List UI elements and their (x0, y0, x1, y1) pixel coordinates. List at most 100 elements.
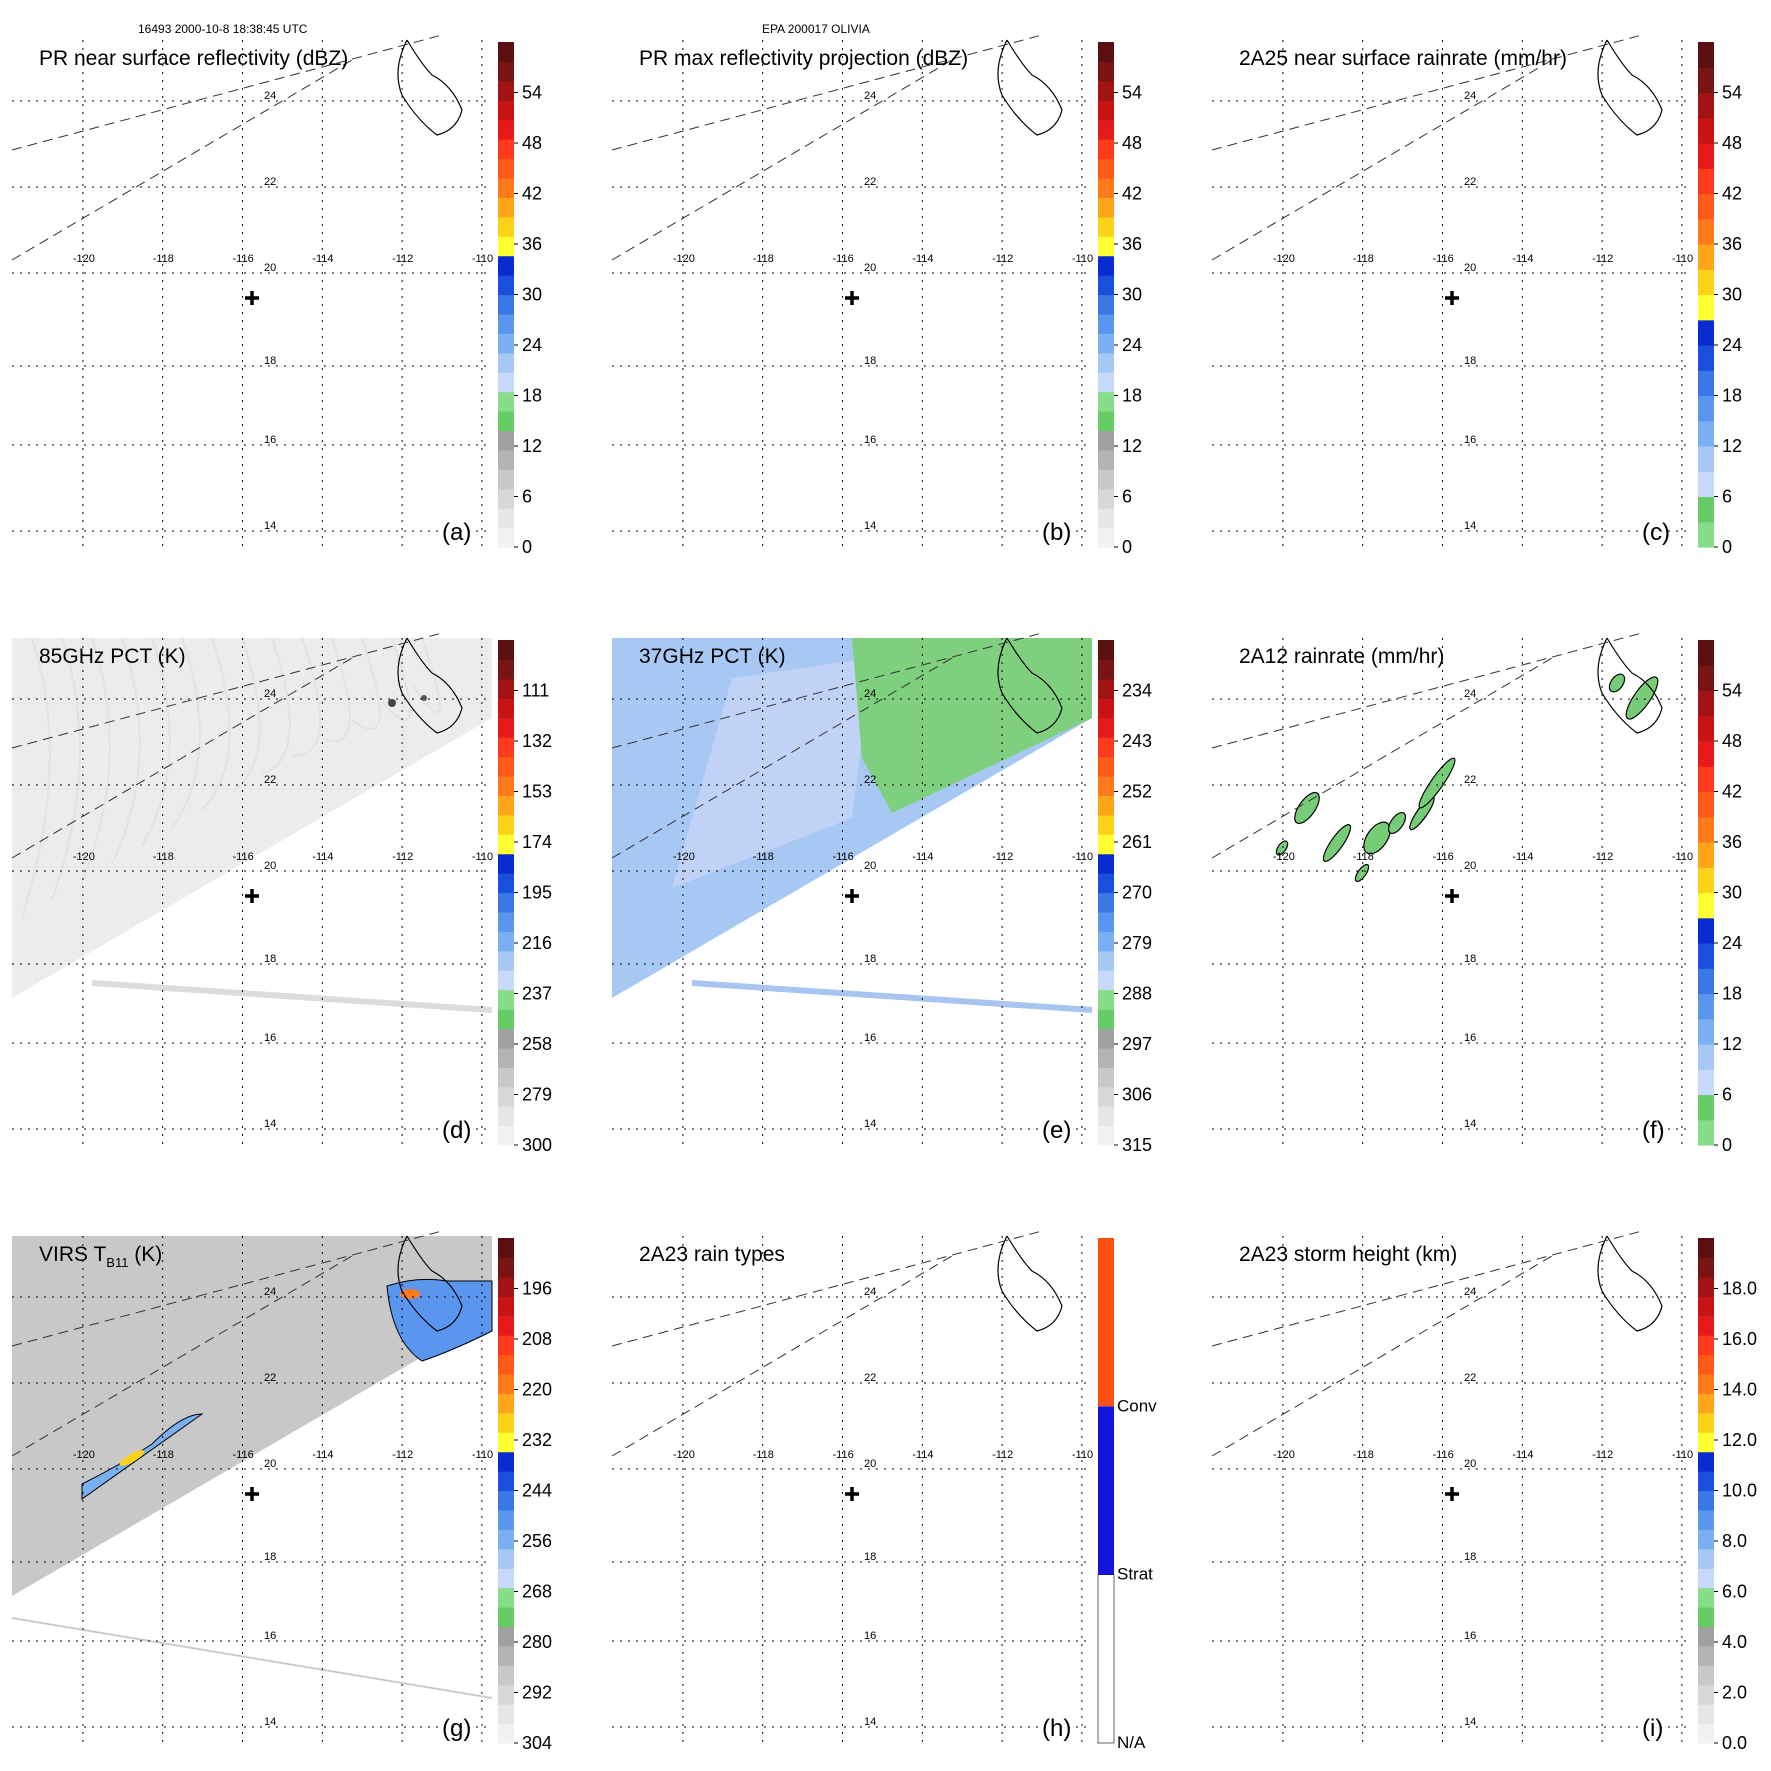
colorbar-label: 14.0 (1722, 1380, 1757, 1400)
colorbar-label: 36 (522, 234, 542, 254)
lat-label: 20 (264, 1458, 276, 1470)
colorbar-swatch (1698, 993, 1714, 1020)
colorbar-label: 300 (522, 1135, 552, 1155)
colorbar-swatch (1098, 469, 1114, 490)
lon-label: -118 (753, 851, 774, 863)
lon-label: -114 (1512, 253, 1533, 265)
swath-virs (12, 1236, 492, 1596)
coastline (997, 637, 1063, 734)
colorbar-swatch (1098, 275, 1114, 296)
colorbar-swatch (1698, 968, 1714, 995)
colorbar-swatch (1698, 791, 1714, 818)
colorbar-swatch (1098, 255, 1114, 276)
colorbar-swatch (498, 853, 514, 874)
swath-boundary (611, 59, 953, 261)
colorbar-swatch (1098, 950, 1114, 971)
scan-arc (21, 637, 51, 919)
colorbar-swatch (1098, 119, 1114, 140)
colorbar-swatch (1698, 943, 1714, 969)
lat-label: 24 (264, 1286, 276, 1298)
panel-title: 2A23 rain types (639, 1243, 785, 1266)
colorbar-swatch (498, 1432, 514, 1453)
scan-arc (321, 637, 351, 742)
colorbar-swatch (1098, 333, 1114, 354)
colorbar-swatch (498, 255, 514, 276)
colorbar-label: 12 (1722, 1034, 1742, 1054)
scan-arc (51, 637, 81, 901)
colorbar-swatch (1098, 911, 1114, 932)
colorbar-swatch (1698, 244, 1714, 270)
colorbar-swatch (1098, 1047, 1114, 1068)
colorbar-swatch (1098, 488, 1114, 509)
colorbar-label: 48 (1122, 133, 1142, 153)
colorbar-swatch (1098, 970, 1114, 991)
lon-label: -110 (472, 1449, 493, 1461)
lat-label: 24 (864, 90, 876, 102)
cold-pixel (421, 695, 427, 701)
lat-label: 20 (264, 860, 276, 872)
colorbar-label: 252 (1122, 782, 1152, 802)
colorbar-swatch (498, 488, 514, 509)
colorbar-swatch (498, 1393, 514, 1414)
lon-label: -112 (992, 253, 1013, 265)
lon-label: -116 (833, 1449, 854, 1461)
lon-label: -114 (312, 1449, 333, 1461)
colorbar-swatch (1698, 1684, 1714, 1705)
lon-label: -114 (312, 253, 333, 265)
colorbar-swatch (1098, 449, 1114, 470)
colorbar-swatch (1698, 715, 1714, 742)
colorbar-swatch (498, 1451, 514, 1472)
colorbar-label: 195 (522, 883, 552, 903)
swath-boundary (1211, 632, 1643, 749)
lon-label: -112 (392, 253, 413, 265)
colorbar-swatch (498, 775, 514, 796)
colorbar-swatch (1698, 1354, 1714, 1375)
lon-label: -110 (1672, 1449, 1693, 1461)
colorbar-swatch (1098, 1067, 1114, 1088)
colorbar-swatch (498, 1587, 514, 1608)
colorbar-label: 279 (1122, 933, 1152, 953)
panel-letter: (h) (1042, 1715, 1071, 1742)
colorbar-swatch (498, 158, 514, 179)
coastline (397, 1235, 463, 1332)
colorbar-swatch (1098, 411, 1114, 432)
colorbar-swatch (1698, 1665, 1714, 1686)
panel-title: PR near surface reflectivity (dBZ) (39, 47, 348, 70)
colorbar-label: 24 (1122, 335, 1142, 355)
cloud-cluster (386, 1278, 493, 1362)
rain-cell (1354, 863, 1370, 883)
colorbar-label: 48 (1722, 731, 1742, 751)
lat-label: 22 (1464, 1372, 1476, 1384)
colorbar-label: 18 (1122, 386, 1142, 406)
lon-label: -112 (1592, 851, 1613, 863)
scan-arc (141, 637, 171, 847)
colorbar-swatch (1698, 1432, 1714, 1453)
colorbar-label: 261 (1122, 832, 1152, 852)
swath-boundary (1211, 34, 1643, 151)
colorbar-swatch (1698, 1587, 1714, 1608)
colorbar-swatch (1698, 1315, 1714, 1336)
lat-label: 22 (264, 176, 276, 188)
lat-label: 16 (864, 1032, 876, 1044)
colorbar-swatch (498, 970, 514, 991)
colorbar-swatch (1698, 370, 1714, 397)
scan-arc (171, 637, 201, 829)
swath-pct85 (12, 638, 492, 998)
lat-label: 16 (1464, 434, 1476, 446)
colorbar-swatch (1098, 61, 1114, 82)
lon-label: -120 (673, 851, 695, 863)
colorbar-swatch (1098, 158, 1114, 179)
lat-label: 24 (864, 688, 876, 700)
colorbar-strat (1098, 1406, 1114, 1575)
colorbar-swatch (498, 1626, 514, 1647)
colorbar-label: 48 (1722, 133, 1742, 153)
colorbar-label: 30 (1722, 285, 1742, 305)
colorbar-swatch (1098, 873, 1114, 894)
colorbar-swatch (1698, 867, 1714, 894)
colorbar-swatch (1698, 1276, 1714, 1297)
colorbar-swatch (1098, 216, 1114, 237)
lon-label: -112 (392, 851, 413, 863)
colorbar-swatch (1098, 640, 1114, 661)
colorbar-swatch (1098, 989, 1114, 1010)
colorbar-label: 234 (1122, 681, 1152, 701)
